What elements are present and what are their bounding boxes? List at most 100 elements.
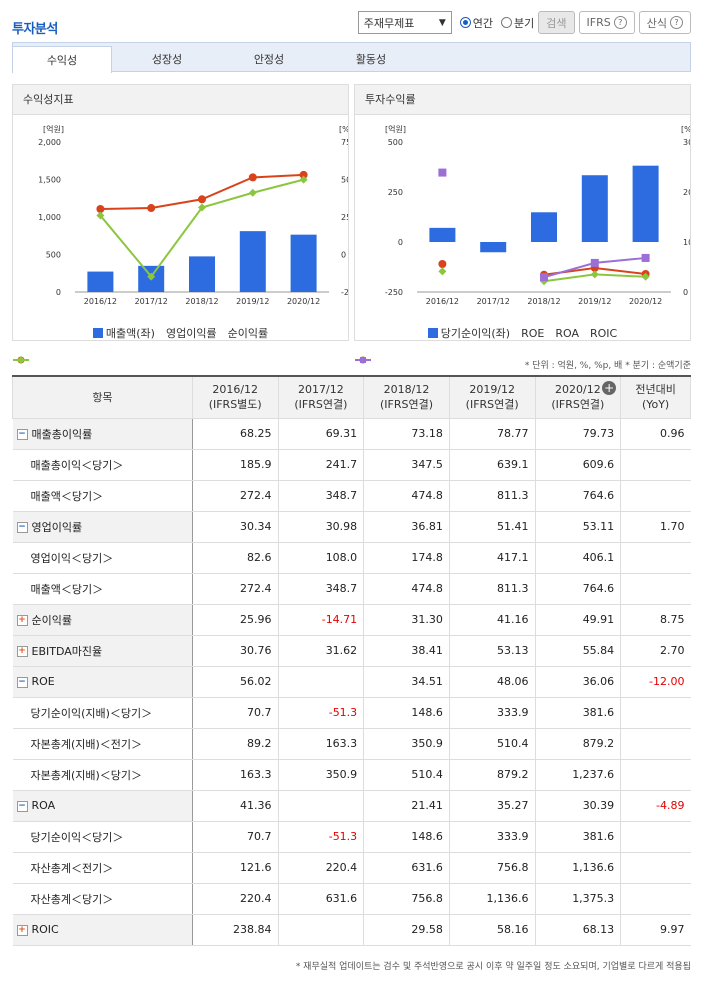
x-tick-label: 2017/12 bbox=[477, 297, 510, 306]
table-cell: 82.6 bbox=[191, 542, 279, 574]
table-cell: 811.3 bbox=[448, 480, 536, 512]
table-cell: 48.06 bbox=[448, 666, 536, 698]
table-cell: 31.30 bbox=[363, 604, 450, 636]
bar bbox=[87, 271, 114, 292]
expand-icon[interactable]: + bbox=[16, 924, 28, 936]
legend-item[interactable]: ROA bbox=[355, 325, 579, 364]
x-tick-label: 2019/12 bbox=[236, 297, 269, 306]
point bbox=[299, 175, 308, 184]
tab-stability[interactable]: 안정성 bbox=[253, 53, 285, 66]
table-cell: 350.9 bbox=[277, 759, 364, 791]
table-row: 자본총계(지배)＜전기＞ 89.2 163.3 350.9 510.4 879.2 bbox=[12, 728, 691, 760]
table-cell: 0.96 bbox=[620, 418, 691, 450]
legend-item[interactable]: 순이익률 bbox=[13, 325, 268, 364]
x-tick-label: 2018/12 bbox=[185, 297, 218, 306]
table-cell: 78.77 bbox=[448, 418, 536, 450]
legend-item[interactable]: 매출액(좌) bbox=[92, 325, 155, 341]
y-tick-right: 25 bbox=[341, 213, 348, 222]
tab-growth[interactable]: 성장성 bbox=[151, 53, 183, 66]
row-label-cell: 영업이익＜당기＞ bbox=[12, 542, 193, 574]
row-label-cell: − ROA bbox=[12, 790, 193, 822]
table-cell: 406.1 bbox=[534, 542, 621, 574]
row-label: ROE bbox=[31, 675, 55, 688]
formula-button[interactable]: 산식 ? bbox=[638, 11, 691, 34]
table-cell: -51.3 bbox=[277, 821, 364, 853]
table-cell bbox=[620, 728, 691, 760]
legend-item[interactable]: 영업이익률 bbox=[13, 325, 217, 364]
chart-legend: 당기순이익(좌) ROE ROA ROIC bbox=[355, 325, 690, 364]
y-tick-right: 75 bbox=[341, 138, 348, 147]
table-cell: 474.8 bbox=[363, 573, 450, 605]
column-header: 항목 bbox=[12, 376, 193, 419]
chart-legend: 매출액(좌) 영업이익률 순이익률 bbox=[13, 325, 348, 364]
row-label-cell: − ROE bbox=[12, 666, 193, 698]
row-label: 당기순이익(지배)＜당기＞ bbox=[30, 706, 153, 720]
table-row: − ROA 41.36 21.41 35.27 30.39 -4.89 bbox=[12, 790, 691, 822]
x-tick-label: 2017/12 bbox=[135, 297, 168, 306]
statement-select[interactable]: 주재무제표 ▼ bbox=[357, 11, 452, 34]
y-tick-right: -25 bbox=[341, 288, 348, 297]
row-label-cell: − 영업이익률 bbox=[12, 511, 193, 543]
collapse-icon[interactable]: − bbox=[16, 429, 28, 440]
row-label: ROA bbox=[31, 799, 56, 812]
table-cell: 764.6 bbox=[534, 480, 621, 512]
table-cell: 1,136.6 bbox=[448, 883, 536, 915]
point bbox=[147, 272, 156, 281]
row-label-cell: + ROIC bbox=[12, 914, 193, 946]
legend-item[interactable]: ROIC bbox=[355, 325, 617, 363]
bar bbox=[581, 175, 608, 242]
table-cell: 220.4 bbox=[277, 852, 364, 884]
radio-quarter[interactable]: 분기 bbox=[501, 15, 534, 31]
table-cell bbox=[620, 821, 691, 853]
table-row: + ROIC 238.84 29.58 58.16 68.13 9.97 bbox=[12, 914, 691, 946]
collapse-icon[interactable]: − bbox=[16, 800, 28, 812]
x-tick-label: 2016/12 bbox=[84, 297, 117, 306]
tab-activity[interactable]: 활동성 bbox=[355, 53, 387, 66]
row-label-cell: 자산총계＜전기＞ bbox=[12, 852, 193, 884]
table-cell: 1,237.6 bbox=[534, 759, 621, 791]
table-cell: 121.6 bbox=[191, 852, 279, 884]
table-cell: 272.4 bbox=[191, 573, 279, 605]
collapse-icon[interactable]: − bbox=[16, 676, 28, 688]
legend-label: ROE bbox=[521, 326, 545, 340]
table-cell: 89.2 bbox=[191, 728, 279, 760]
point bbox=[590, 258, 599, 267]
unit-note: * 단위 : 억원, %, %p, 배 * 분기 : 순액기준 bbox=[524, 361, 691, 371]
column-header-line: 2018/12 bbox=[383, 383, 430, 397]
expand-columns-icon[interactable]: + bbox=[602, 381, 617, 395]
table-cell: 163.3 bbox=[191, 759, 279, 791]
table-cell: 333.9 bbox=[448, 697, 536, 729]
x-tick-label: 2016/12 bbox=[426, 297, 459, 306]
table-cell: 474.8 bbox=[363, 480, 450, 512]
collapse-icon[interactable]: − bbox=[16, 522, 28, 533]
panel-title: 투자수익률 bbox=[355, 85, 690, 115]
column-header-line: (IFRS연결) bbox=[551, 398, 605, 412]
point bbox=[540, 273, 548, 282]
y-tick-left: 500 bbox=[46, 251, 61, 260]
table-row: 매출액＜당기＞ 272.4 348.7 474.8 811.3 764.6 bbox=[12, 573, 691, 605]
table-cell: 53.11 bbox=[534, 511, 621, 543]
ifrs-button[interactable]: IFRS ? bbox=[578, 11, 635, 34]
table-cell: 41.16 bbox=[448, 604, 536, 636]
legend-item[interactable]: 당기순이익(좌) bbox=[427, 325, 510, 341]
table-row: 당기순이익＜당기＞ 70.7 -51.3 148.6 333.9 381.6 bbox=[12, 821, 691, 853]
row-label: 자산총계＜당기＞ bbox=[30, 892, 114, 906]
column-header: 2017/12 (IFRS연결) bbox=[277, 376, 365, 419]
row-label: 당기순이익＜당기＞ bbox=[30, 830, 124, 844]
x-tick-label: 2020/12 bbox=[629, 297, 662, 306]
expand-icon[interactable]: + bbox=[16, 646, 28, 657]
table-cell bbox=[620, 852, 691, 884]
table-cell: 21.41 bbox=[363, 790, 450, 822]
bar bbox=[531, 212, 557, 242]
tab-profitability[interactable]: 수익성 bbox=[12, 46, 112, 73]
expand-icon[interactable]: + bbox=[16, 615, 28, 626]
table-cell: -14.71 bbox=[277, 604, 364, 636]
legend-label: ROA bbox=[555, 326, 579, 340]
search-button[interactable]: 검색 bbox=[538, 11, 575, 34]
radio-annual[interactable]: 연간 bbox=[459, 15, 493, 31]
legend-item[interactable]: ROE bbox=[355, 325, 545, 364]
y-axis-left-unit: [억원] bbox=[385, 124, 406, 134]
table-cell: 333.9 bbox=[448, 821, 536, 853]
table-cell: 879.2 bbox=[448, 759, 536, 791]
row-label: 매출총이익＜당기＞ bbox=[30, 458, 124, 472]
